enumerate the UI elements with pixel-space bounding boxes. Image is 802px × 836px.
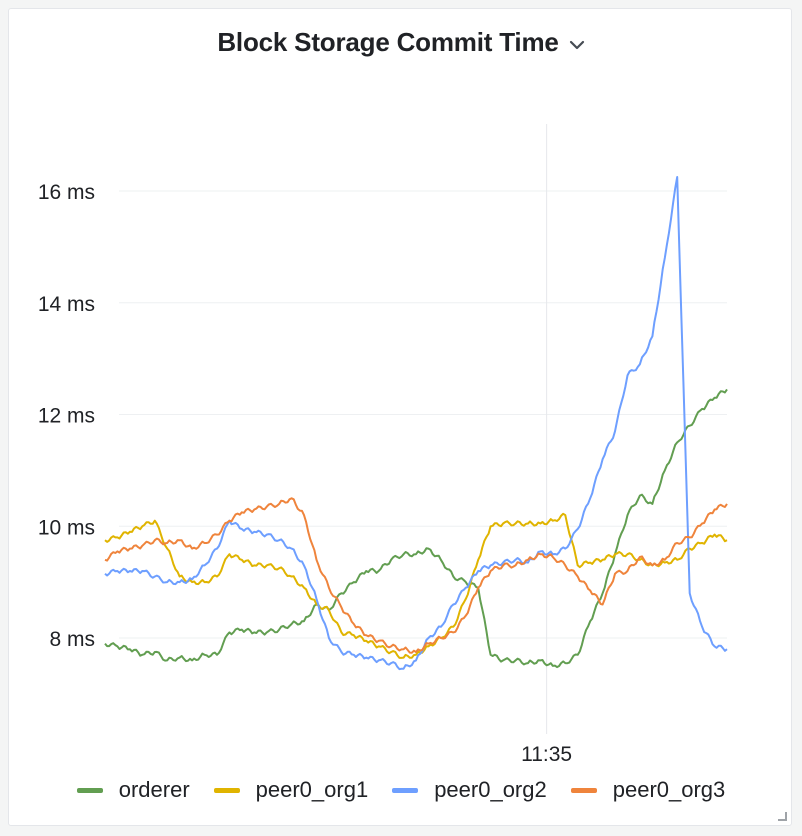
series-line-peer0-org1[interactable] bbox=[104, 512, 728, 659]
line-chart: 8 ms 10 ms 12 ms 14 ms 16 ms 11:35 bbox=[38, 124, 728, 766]
legend-label: peer0_org3 bbox=[612, 777, 726, 802]
series-line-peer0-org3[interactable] bbox=[104, 497, 728, 654]
x-axis: 11:35 bbox=[521, 743, 572, 766]
legend-item-peer0-org1[interactable]: peer0_org1 bbox=[213, 777, 369, 803]
legend-swatch bbox=[76, 787, 103, 793]
chevron-down-icon[interactable] bbox=[569, 27, 585, 58]
legend-swatch bbox=[213, 787, 240, 793]
legend-label: peer0_org1 bbox=[255, 777, 369, 802]
y-tick-label: 14 ms bbox=[38, 293, 95, 316]
y-tick-label: 16 ms bbox=[38, 181, 95, 204]
legend-label: peer0_org2 bbox=[434, 777, 547, 802]
panel-header[interactable]: Block Storage Commit Time bbox=[9, 27, 793, 60]
series-lines bbox=[104, 176, 728, 671]
legend-item-orderer[interactable]: orderer bbox=[76, 777, 190, 803]
y-tick-label: 8 ms bbox=[49, 628, 95, 651]
x-tick-label: 11:35 bbox=[521, 743, 572, 766]
legend-item-peer0-org2[interactable]: peer0_org2 bbox=[392, 777, 547, 803]
legend-item-peer0-org3[interactable]: peer0_org3 bbox=[570, 777, 726, 803]
y-tick-label: 10 ms bbox=[38, 516, 95, 539]
legend: orderer peer0_org1 peer0_org2 peer0_org3 bbox=[9, 777, 793, 803]
chart-panel: Block Storage Commit Time 8 ms 10 ms 12 ms… bbox=[8, 8, 792, 826]
series-line-peer0-org2[interactable] bbox=[104, 176, 728, 671]
grid bbox=[119, 124, 727, 734]
legend-label: orderer bbox=[118, 777, 190, 802]
series-line-orderer[interactable] bbox=[104, 388, 728, 669]
y-tick-label: 12 ms bbox=[38, 405, 95, 428]
legend-swatch bbox=[570, 787, 597, 793]
resize-handle-icon[interactable] bbox=[778, 812, 787, 821]
legend-swatch bbox=[392, 787, 419, 793]
panel-title[interactable]: Block Storage Commit Time bbox=[217, 27, 559, 57]
y-axis: 8 ms 10 ms 12 ms 14 ms 16 ms bbox=[38, 181, 95, 651]
